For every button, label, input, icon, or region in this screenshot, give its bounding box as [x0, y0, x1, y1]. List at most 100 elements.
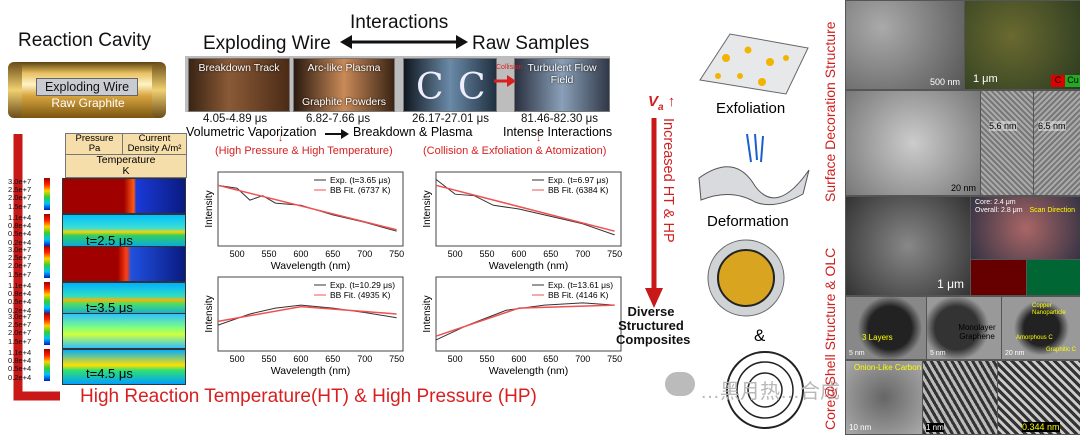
y-axis-label: Intensity — [422, 190, 433, 227]
reaction-cavity-cylinder: Exploding Wire Raw Graphite — [8, 62, 166, 118]
temperature-header: Temperature K — [65, 154, 187, 178]
x-tick-label: 550 — [262, 249, 277, 259]
x-tick-label: 500 — [230, 354, 245, 364]
bottom-title: High Reaction Temperature(HT) & High Pre… — [80, 386, 537, 407]
ampersand: & — [754, 326, 766, 345]
x-tick-label: 600 — [293, 249, 308, 259]
tem-copper-core: Copper Nanoparticle Amorphous C Graphiti… — [1001, 296, 1080, 360]
plot-area — [435, 171, 622, 247]
down-arrow-red-icon: ↓ — [536, 133, 541, 144]
raw-samples-heading: Raw Samples — [472, 33, 590, 54]
hp-ht-note: (High Pressure & High Temperature) — [215, 145, 393, 157]
tem-image-1: 20 nm — [845, 90, 981, 196]
process-interactions: Intense Interactions — [503, 125, 613, 139]
collision-note: (Collision & Exfoliation & Atomization) — [423, 145, 607, 157]
stage-plasma-image: Arc-like Plasma Graphite Powders — [293, 58, 395, 112]
collision-arrow-icon — [494, 75, 516, 87]
x-tick-label: 750 — [607, 249, 622, 259]
plot-area — [435, 276, 622, 352]
current-density-header: Current Density A/m² — [122, 133, 187, 155]
hrtem-lattice-2: 0.344 nm — [997, 360, 1080, 435]
x-tick-label: 750 — [607, 354, 622, 364]
exploding-wire-heading: Exploding Wire — [203, 33, 331, 54]
core-shell-label: Core@Shell Structure & OLC — [822, 247, 838, 430]
legend-entry: BB Fit. (4146 K) — [548, 290, 609, 300]
x-tick-label: 650 — [325, 249, 340, 259]
x-tick-label: 550 — [480, 354, 495, 364]
watermark: …黑月热…合成 — [700, 381, 840, 403]
x-tick-label: 600 — [511, 354, 526, 364]
x-tick-label: 550 — [480, 249, 495, 259]
legend-entry: Exp. (t=6.97 μs) — [548, 175, 609, 185]
down-arrow-red-icon — [645, 118, 663, 308]
spectrum-chart-1: 500 550 600 650 700 750 Exp. (t=3.65 μs) BB Fit… — [202, 170, 427, 291]
x-axis-label: Wavelength (nm) — [271, 365, 351, 377]
deformed-graphene-icon — [698, 133, 810, 206]
increased-ht-hp-label: Increased HT & HP — [660, 118, 676, 243]
x-tick-label: 500 — [230, 249, 245, 259]
x-tick-label: 500 — [448, 249, 463, 259]
spectrum-chart-3: 500 550 600 650 700 750 Exp. (t=10.29 μs) BB Fi… — [202, 275, 427, 396]
pressure-header: Pressure Pa — [65, 133, 124, 155]
bb-fit-line — [435, 304, 615, 337]
x-tick-label: 500 — [448, 354, 463, 364]
time-label-2: t=3.5 μs — [86, 300, 133, 315]
exfoliation-label: Exfoliation — [716, 100, 786, 117]
exp-series-line — [435, 179, 615, 236]
onion-like-carbon-icon — [726, 351, 804, 429]
x-tick-label: 700 — [575, 249, 590, 259]
x-tick-label: 700 — [357, 354, 372, 364]
x-axis-label: Wavelength (nm) — [489, 260, 569, 272]
time-label-3: t=4.5 μs — [86, 366, 133, 381]
y-axis-label: Intensity — [204, 295, 215, 332]
stage-time-1: 4.05-4.89 μs — [203, 113, 268, 125]
spectrum-chart-4: 500 550 600 650 700 750 Exp. (t=13.61 μs) BB Fi… — [420, 275, 645, 396]
eds-map-cu — [1026, 259, 1080, 296]
hrtem-image-2: 6.5 nm — [1033, 90, 1080, 196]
bb-fit-line — [217, 184, 397, 231]
core-shell-particle-icon — [707, 239, 785, 317]
legend-entry: Exp. (t=10.29 μs) — [330, 280, 395, 290]
stage-time-4: 81.46-82.30 μs — [521, 113, 598, 125]
x-axis-label: Wavelength (nm) — [271, 260, 351, 272]
tem-3-layers: 3 Layers 5 nm — [845, 296, 927, 360]
eds-map-c — [970, 259, 1027, 296]
stage-time-2: 6.82-7.66 μs — [306, 113, 371, 125]
sem-image-2: 1 μm — [845, 196, 971, 296]
stage-time-3: 26.17-27.01 μs — [412, 113, 489, 125]
va-label: Va ↑ — [648, 93, 676, 113]
x-tick-label: 650 — [543, 249, 558, 259]
diverse-composites-label: Diverse Structured Composites — [616, 304, 691, 347]
bb-fit-line — [217, 305, 397, 323]
process-vaporization: Volumetric Vaporization — [186, 125, 317, 139]
hrtem-lattice-1: 1 nm — [922, 360, 998, 435]
sim-frame-1: 3.0e+7 2.5e+7 2.0e+7 1.5e+7 1.1e+4 0.8e+4 0.5… — [0, 177, 200, 250]
spectrum-svg: 500 550 600 650 700 750 Exp. (t=3.65 μs)BB Fit… — [204, 171, 404, 272]
y-axis-label: Intensity — [422, 295, 433, 332]
tem-monolayer: Monolayer Graphene 5 nm — [926, 296, 1002, 360]
x-tick-label: 600 — [511, 249, 526, 259]
x-tick-label: 700 — [575, 354, 590, 364]
legend-entry: BB Fit. (6384 K) — [548, 185, 609, 195]
y-axis-label: Intensity — [204, 190, 215, 227]
collision-tag: Collision — [496, 64, 523, 71]
legend-entry: Exp. (t=3.65 μs) — [330, 175, 391, 185]
raw-graphite-label: Raw Graphite — [51, 96, 125, 110]
x-tick-label: 650 — [543, 354, 558, 364]
x-tick-label: 650 — [325, 354, 340, 364]
sim-frame-3: 3.0e+7 2.5e+7 2.0e+7 1.5e+7 1.1e+4 0.8e+4 0.5… — [0, 312, 200, 385]
sem-image-1: 500 nm — [845, 0, 965, 90]
stage-interaction-image: C C — [403, 58, 497, 112]
x-axis-label: Wavelength (nm) — [489, 365, 569, 377]
spectrum-chart-2: 500 550 600 650 700 750 Exp. (t=6.97 μs) BB Fit… — [420, 170, 645, 291]
process-breakdown: Breakdown & Plasma — [353, 125, 473, 139]
surface-decoration-label: Surface Decoration Structure — [822, 21, 838, 202]
time-label-1: t=2.5 μs — [86, 233, 133, 248]
graphene-sheet-icon — [699, 33, 809, 95]
x-tick-label: 750 — [389, 354, 404, 364]
bb-fit-line — [435, 184, 615, 232]
arrow-icon — [325, 129, 349, 139]
legend-entry: BB Fit. (6737 K) — [330, 185, 391, 195]
legend-entry: BB Fit. (4935 K) — [330, 290, 391, 300]
x-tick-label: 600 — [293, 354, 308, 364]
